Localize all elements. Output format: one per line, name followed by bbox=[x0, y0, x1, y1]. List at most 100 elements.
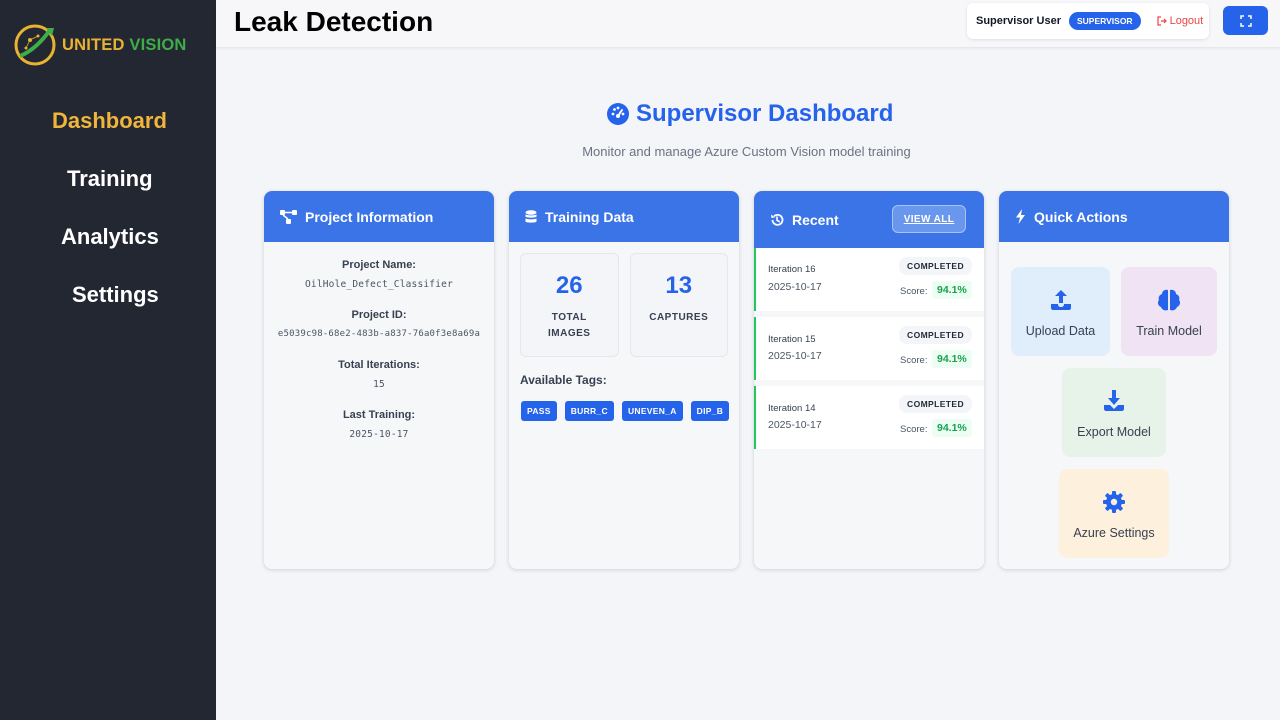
field-value: 15 bbox=[373, 379, 385, 390]
field-label: Last Training: bbox=[342, 409, 416, 421]
captures-label: CAPTURES bbox=[649, 312, 709, 323]
download-icon bbox=[1104, 390, 1124, 411]
card-header: Training Data bbox=[509, 191, 739, 242]
sidebar-item-analytics[interactable]: Analytics bbox=[0, 220, 216, 278]
logo-icon bbox=[14, 24, 56, 66]
iteration-date: 2025-10-17 bbox=[768, 419, 822, 431]
score-badge: 94.1% bbox=[932, 281, 972, 299]
brain-icon bbox=[1157, 289, 1181, 311]
card-header: Quick Actions bbox=[999, 191, 1229, 242]
user-name: Supervisor User bbox=[976, 15, 1061, 27]
bolt-icon bbox=[1016, 209, 1025, 224]
score-label: Score: bbox=[900, 286, 928, 297]
action-label: Export Model bbox=[1077, 425, 1151, 439]
sidebar-item-training[interactable]: Training bbox=[0, 162, 216, 220]
total-images-label: TOTAL IMAGES bbox=[521, 310, 618, 342]
sidebar: UNITED VISION Dashboard Training Analyti… bbox=[0, 0, 216, 720]
list-item[interactable]: Iteration 16 2025-10-17 COMPLETED Score:… bbox=[754, 248, 984, 311]
brand-logo[interactable]: UNITED VISION bbox=[12, 22, 187, 68]
training-stats: 26 TOTAL IMAGES 13 CAPTURES bbox=[509, 242, 739, 357]
status-badge: COMPLETED bbox=[899, 326, 972, 344]
stat-label-line: IMAGES bbox=[548, 328, 591, 339]
brand-name: UNITED VISION bbox=[62, 36, 187, 55]
brand-name-part2: VISION bbox=[129, 35, 187, 54]
tag-dip-b[interactable]: DIP_B bbox=[690, 401, 730, 421]
database-icon bbox=[525, 209, 537, 223]
iteration-list: Iteration 16 2025-10-17 COMPLETED Score:… bbox=[754, 248, 984, 449]
project-info-card: Project Information Project Name: OilHol… bbox=[264, 191, 494, 569]
dashboard-title: Supervisor Dashboard bbox=[636, 100, 894, 127]
recent-card: Recent VIEW ALL Iteration 16 2025-10-17 … bbox=[754, 191, 984, 569]
tag-pass[interactable]: PASS bbox=[521, 401, 557, 421]
gear-icon bbox=[1103, 491, 1125, 513]
action-label: Azure Settings bbox=[1073, 526, 1155, 540]
last-training-field: Last Training: 2025-10-17 bbox=[264, 409, 494, 459]
sidebar-item-label: Dashboard bbox=[52, 108, 167, 133]
role-badge: SUPERVISOR bbox=[1068, 12, 1141, 30]
fullscreen-icon bbox=[1239, 14, 1252, 27]
fullscreen-button[interactable] bbox=[1223, 6, 1268, 35]
project-fields: Project Name: OilHole_Defect_Classifier … bbox=[264, 242, 494, 459]
card-title: Training Data bbox=[545, 208, 634, 225]
iteration-name: Iteration 15 bbox=[768, 334, 816, 345]
captures-stat: 13 CAPTURES bbox=[629, 253, 728, 357]
list-item[interactable]: Iteration 14 2025-10-17 COMPLETED Score:… bbox=[754, 386, 984, 449]
action-label: Upload Data bbox=[1025, 324, 1096, 338]
sidebar-item-label: Analytics bbox=[61, 224, 159, 249]
view-all-button[interactable]: VIEW ALL bbox=[892, 205, 966, 233]
status-badge: COMPLETED bbox=[899, 257, 972, 275]
logout-label: Logout bbox=[1169, 15, 1204, 27]
field-label: Total Iterations: bbox=[338, 359, 420, 371]
iteration-date: 2025-10-17 bbox=[768, 350, 822, 362]
score-label: Score: bbox=[900, 424, 928, 435]
project-id-field: Project ID: e5039c98-68e2-483b-a837-76a0… bbox=[264, 309, 494, 359]
field-value: e5039c98-68e2-483b-a837-76a0f3e8a69a bbox=[277, 329, 481, 339]
iteration-name: Iteration 16 bbox=[768, 264, 816, 275]
score-badge: 94.1% bbox=[932, 350, 972, 368]
total-images-stat: 26 TOTAL IMAGES bbox=[520, 253, 619, 357]
tags-label: Available Tags: bbox=[520, 373, 607, 387]
tag-list: PASS BURR_C UNEVEN_A DIP_B bbox=[509, 387, 739, 421]
project-name-field: Project Name: OilHole_Defect_Classifier bbox=[264, 259, 494, 309]
total-images-count: 26 bbox=[555, 272, 583, 299]
card-title: Quick Actions bbox=[1034, 208, 1128, 225]
azure-settings-button[interactable]: Azure Settings bbox=[1059, 469, 1169, 558]
card-title: Recent bbox=[792, 211, 839, 228]
total-iterations-field: Total Iterations: 15 bbox=[264, 359, 494, 409]
sidebar-item-label: Settings bbox=[72, 282, 159, 307]
training-data-card: Training Data 26 TOTAL IMAGES 13 CAPTURE… bbox=[509, 191, 739, 569]
iteration-name: Iteration 14 bbox=[768, 403, 816, 414]
score-badge: 94.1% bbox=[932, 419, 972, 437]
upload-data-button[interactable]: Upload Data bbox=[1011, 267, 1110, 356]
action-label: Train Model bbox=[1136, 324, 1202, 338]
field-label: Project Name: bbox=[342, 259, 416, 271]
sidebar-item-settings[interactable]: Settings bbox=[0, 278, 216, 336]
card-header: Recent VIEW ALL bbox=[754, 191, 984, 248]
brand-name-part1: UNITED bbox=[62, 35, 125, 54]
export-model-button[interactable]: Export Model bbox=[1062, 368, 1166, 457]
card-header: Project Information bbox=[264, 191, 494, 242]
dashboard-heading: Supervisor Dashboard bbox=[606, 100, 893, 128]
field-value: OilHole_Defect_Classifier bbox=[305, 279, 453, 290]
captures-count: 13 bbox=[665, 272, 693, 299]
top-bar: Leak Detection Supervisor User SUPERVISO… bbox=[216, 0, 1280, 48]
tag-burr-c[interactable]: BURR_C bbox=[564, 401, 614, 421]
page-title: Leak Detection bbox=[234, 6, 434, 37]
stat-label-line: TOTAL bbox=[551, 312, 587, 323]
gauge-icon bbox=[607, 103, 629, 125]
quick-actions-card: Quick Actions Upload Data Train Model Ex… bbox=[999, 191, 1229, 569]
sidebar-nav: Dashboard Training Analytics Settings bbox=[0, 104, 216, 336]
field-value: 2025-10-17 bbox=[349, 429, 409, 440]
card-title: Project Information bbox=[305, 208, 434, 225]
field-label: Project ID: bbox=[351, 309, 407, 321]
sidebar-item-dashboard[interactable]: Dashboard bbox=[0, 104, 216, 162]
user-menu: Supervisor User SUPERVISOR Logout bbox=[967, 3, 1209, 39]
train-model-button[interactable]: Train Model bbox=[1121, 267, 1217, 356]
tag-uneven-a[interactable]: UNEVEN_A bbox=[621, 401, 683, 421]
score-label: Score: bbox=[900, 355, 928, 366]
logout-icon bbox=[1156, 16, 1167, 26]
logout-button[interactable]: Logout bbox=[1156, 15, 1204, 27]
iteration-date: 2025-10-17 bbox=[768, 281, 822, 293]
list-item[interactable]: Iteration 15 2025-10-17 COMPLETED Score:… bbox=[754, 317, 984, 380]
history-icon bbox=[771, 213, 784, 226]
